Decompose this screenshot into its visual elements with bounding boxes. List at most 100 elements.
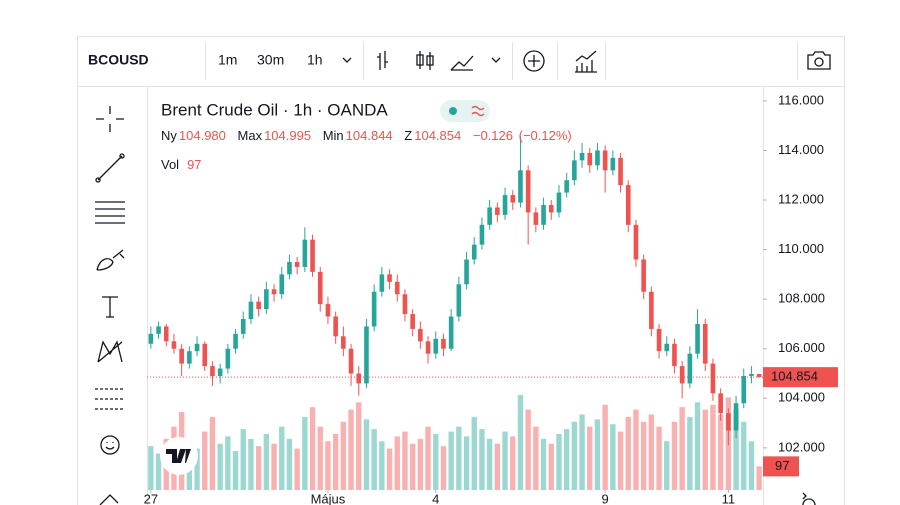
compare-plus <box>528 55 540 67</box>
candle-body <box>502 195 508 215</box>
volume-bar <box>741 421 747 490</box>
candle-body <box>749 374 754 376</box>
y-tick-label: 102.000 <box>778 439 825 454</box>
y-tick-label: 116.000 <box>778 92 824 107</box>
volume-bar <box>279 426 285 490</box>
volume-bar <box>664 441 670 490</box>
ruler-tool[interactable] <box>99 494 119 505</box>
prediction-tool[interactable] <box>95 388 125 410</box>
candle-body <box>548 204 554 213</box>
volume-bar <box>194 448 200 490</box>
y-tick-label: 114.000 <box>778 142 824 157</box>
candle-body <box>733 403 739 431</box>
volume-bar <box>363 419 370 490</box>
volume-bar <box>533 426 539 490</box>
volume-bar <box>440 446 447 490</box>
area-style[interactable] <box>450 55 474 71</box>
y-tick-label: 106.000 <box>778 340 825 355</box>
candle-body <box>356 373 362 384</box>
volume-bar <box>386 448 393 490</box>
volume-bar <box>471 416 477 490</box>
candle-body <box>171 341 177 349</box>
candle-body <box>641 259 646 292</box>
candle-body <box>294 261 300 267</box>
volume-bar <box>602 404 608 490</box>
candle-body <box>525 170 531 213</box>
candle-body <box>287 261 292 275</box>
indicators[interactable] <box>575 50 597 73</box>
change-pct: (−0.12%) <box>519 128 572 143</box>
candle-body <box>225 348 231 369</box>
style-menu[interactable] <box>491 57 501 63</box>
trend-line-tool[interactable] <box>97 155 123 181</box>
crosshair-tool[interactable] <box>96 106 124 132</box>
candles-style[interactable] <box>416 51 434 70</box>
tool-dot <box>119 153 125 159</box>
candle-body <box>364 326 369 384</box>
price-axis: 102.000 104.000 106.000 108.000 110.000 112.0… <box>763 92 838 477</box>
volume-bar <box>271 443 277 490</box>
candle-body <box>433 338 439 354</box>
icons-face <box>105 442 115 450</box>
volume-bar <box>702 409 708 490</box>
volume-bar <box>202 431 208 490</box>
interval-menu[interactable] <box>342 57 352 63</box>
volume-bar <box>517 395 524 490</box>
x-tick-label: 11 <box>722 491 736 505</box>
volume-bar <box>286 438 293 490</box>
candle-body <box>410 314 415 329</box>
candle-body <box>741 375 747 404</box>
brush-tool[interactable] <box>96 249 125 271</box>
chart-area <box>147 135 763 490</box>
text-tool[interactable] <box>102 296 118 318</box>
interval-button[interactable]: 30m <box>257 52 284 68</box>
interval-button[interactable]: 1h <box>307 52 323 68</box>
fib-tool[interactable] <box>95 201 125 224</box>
volume-bar <box>563 429 570 490</box>
ohlc-value: 104.995 <box>264 128 311 143</box>
ohlc-value: 104.854 <box>414 128 461 143</box>
volume-bar <box>448 431 454 490</box>
candle-body <box>471 244 477 260</box>
status-badge <box>440 100 490 122</box>
candle-body <box>602 150 608 171</box>
settings[interactable] <box>802 492 816 505</box>
ohlc-label: Ny <box>161 128 177 143</box>
x-tick-label: 4 <box>432 491 439 505</box>
volume-bar <box>263 433 270 490</box>
icons-tool[interactable] <box>100 435 120 455</box>
compare[interactable] <box>523 50 545 72</box>
candle-body <box>341 336 346 349</box>
candle-body <box>448 316 454 349</box>
symbol[interactable]: BCOUSD <box>88 52 149 68</box>
volume-bar <box>456 426 462 490</box>
candle-body <box>441 338 446 349</box>
candle-body <box>418 328 423 342</box>
volume-bar <box>255 446 262 490</box>
candle-body <box>633 224 639 260</box>
candle-body <box>610 157 616 171</box>
interval-button[interactable]: 1m <box>218 52 237 68</box>
volume-bar <box>317 426 323 490</box>
x-tick-label: 9 <box>602 491 609 505</box>
bars-style[interactable] <box>377 51 388 70</box>
candle-body <box>495 207 500 215</box>
legend-bg <box>148 96 498 180</box>
volume-bar <box>594 419 601 490</box>
volume-bar <box>302 416 308 490</box>
y-tick-label: 108.000 <box>778 291 825 306</box>
pattern-tool[interactable] <box>97 340 123 363</box>
snapshot[interactable] <box>807 51 831 70</box>
volume-bar <box>332 433 339 490</box>
candle-body <box>333 316 338 337</box>
volume-bar <box>548 443 554 490</box>
candle-body <box>210 366 215 376</box>
candle-body <box>194 343 200 352</box>
candle-body <box>533 212 539 225</box>
candle-body <box>510 195 516 203</box>
last-volume-box <box>763 456 799 477</box>
volume-legend: Vol 97 <box>161 157 202 172</box>
volume-bar <box>579 414 585 490</box>
volume-bar <box>248 438 254 490</box>
volume-bar <box>340 421 347 490</box>
